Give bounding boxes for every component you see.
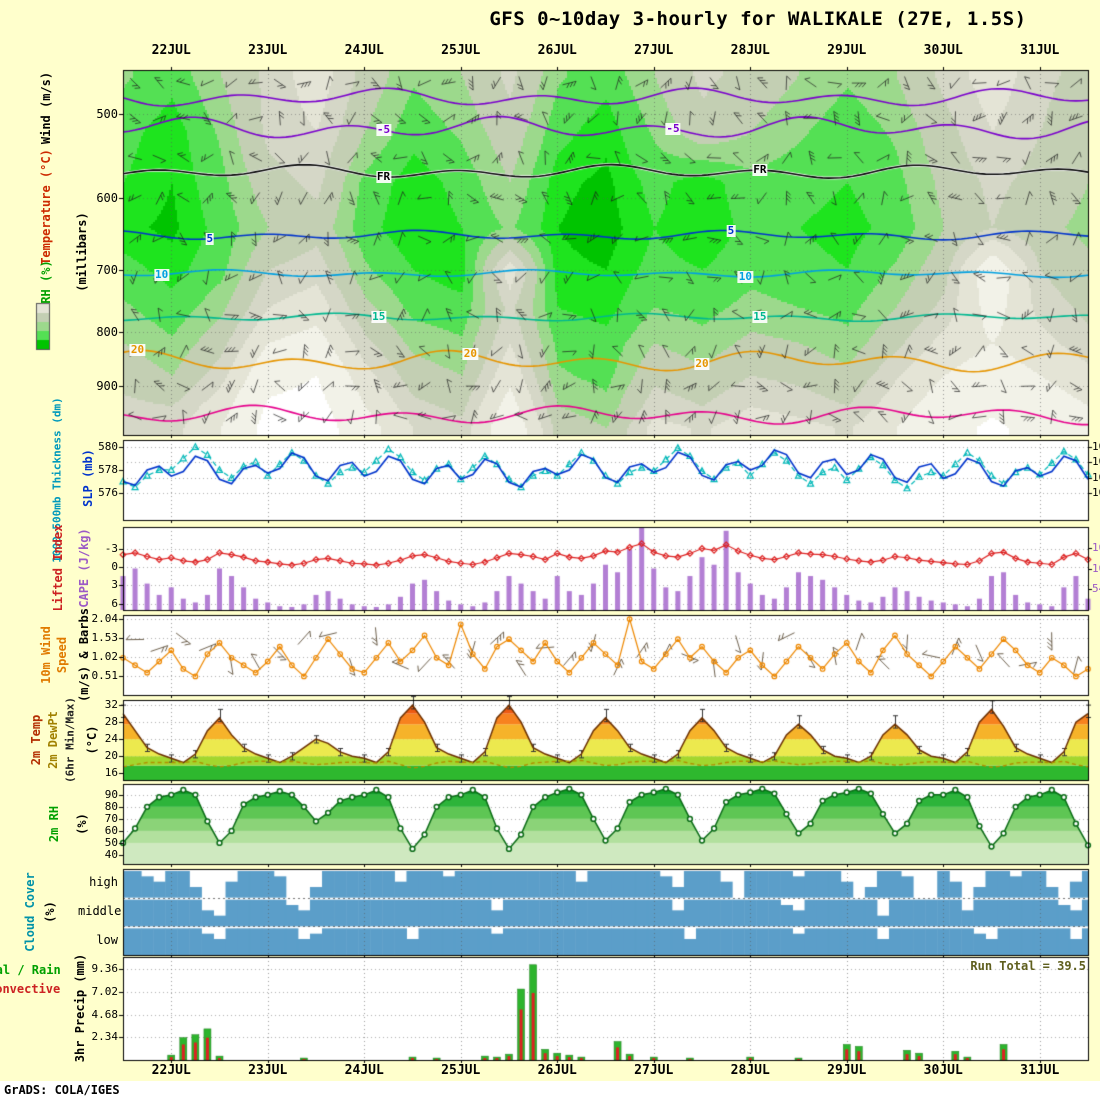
ylabel-lifted-index: Lifted Index [51, 524, 65, 612]
run-total-label: Run Total = 39.5 [970, 959, 1086, 973]
footer-bar: GrADS: COLA/IGES [0, 1081, 1100, 1100]
ylabel-2m-dewpt: 2m DewPt [46, 711, 60, 769]
ylabel-wind: Wind (m/s) [39, 71, 53, 145]
legend-convective: Convective [0, 982, 61, 996]
ylabel-rh-pct: (%) [75, 813, 89, 835]
ylabel-cloud-pct: (%) [43, 901, 57, 923]
ylabel-temperature: Temperature (°C) [39, 149, 53, 265]
ylabel-speed: Speed [55, 636, 69, 674]
ylabel-ms-barbs: (m/s) & Barbs [77, 608, 91, 702]
ylabel-2m-rh: 2m RH [47, 805, 61, 843]
ylabel-10m-wind: 10m Wind [39, 626, 53, 684]
ylabel-cloud-cover: Cloud Cover [23, 872, 37, 952]
grads-credit: GrADS: COLA/IGES [4, 1083, 120, 1097]
ylabel-cape: CAPE (J/kg) [77, 528, 91, 608]
ylabel-degc: (°C) [85, 725, 99, 755]
ylabel-millibars: (millibars) [75, 212, 89, 292]
ylabel-6hr-minmax: (6hr Min/Max) [63, 696, 77, 784]
ylabel-slp: SLP (mb) [81, 449, 95, 507]
chart-title: GFS 0~10day 3-hourly for WALIKALE (27E, … [489, 8, 1027, 30]
ylabel-rh: RH (%) [39, 260, 53, 304]
ylabel-2m-temp: 2m Temp [29, 714, 43, 766]
ylabel-3hr-precip: 3hr Precip (mm) [73, 953, 87, 1063]
legend-total-rain: Total / Rain [0, 963, 61, 977]
